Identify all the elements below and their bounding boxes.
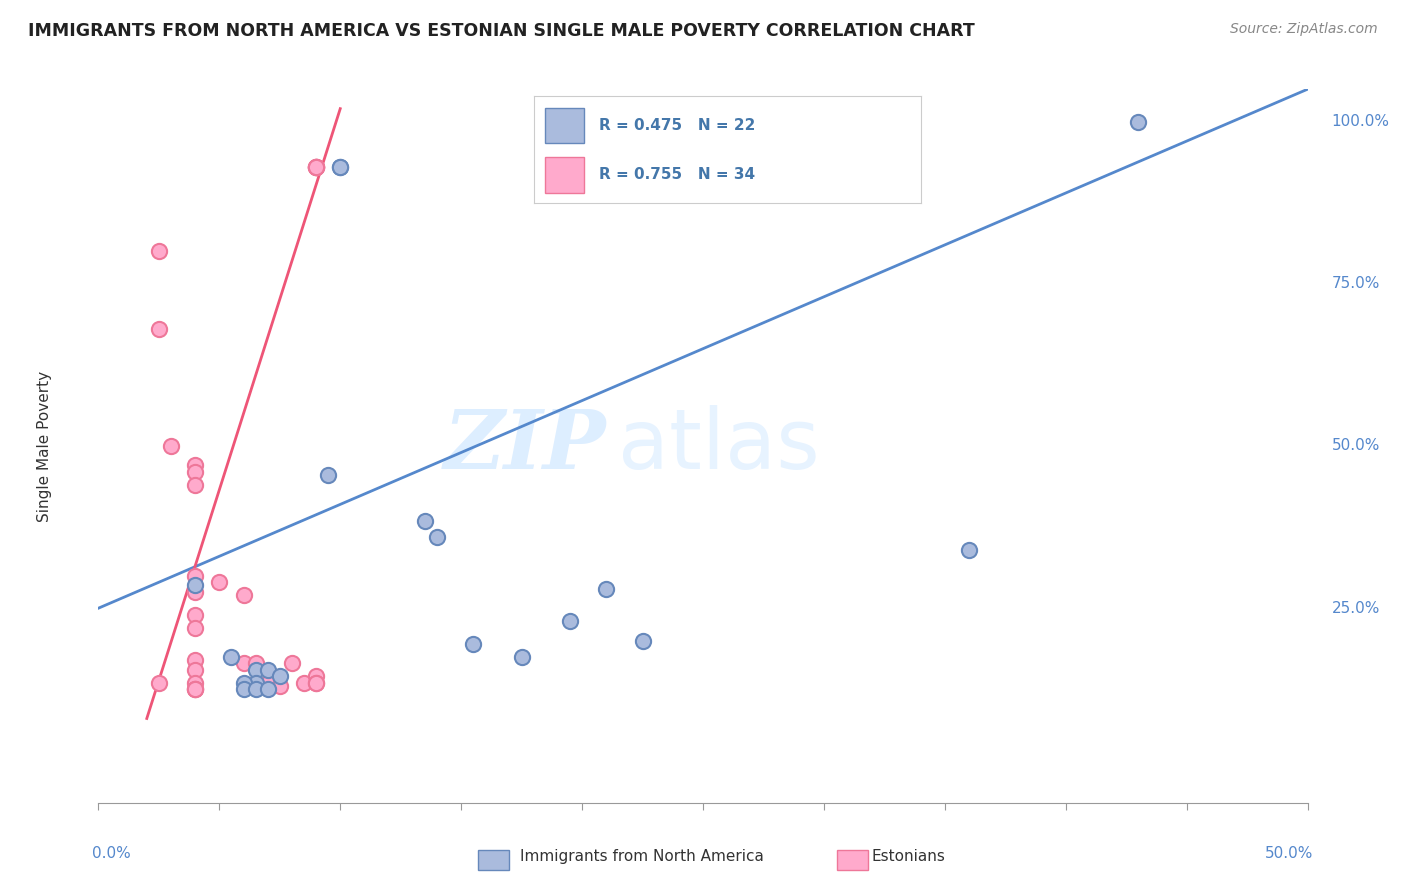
Point — [305, 160, 328, 174]
Point — [245, 682, 267, 697]
Point — [305, 669, 328, 683]
Text: Immigrants from North America: Immigrants from North America — [520, 849, 763, 863]
Point — [305, 675, 328, 690]
Point — [184, 663, 207, 677]
Text: 100.0%: 100.0% — [1331, 114, 1389, 129]
Text: IMMIGRANTS FROM NORTH AMERICA VS ESTONIAN SINGLE MALE POVERTY CORRELATION CHART: IMMIGRANTS FROM NORTH AMERICA VS ESTONIA… — [28, 22, 974, 40]
Text: ZIP: ZIP — [444, 406, 606, 486]
Point — [256, 682, 278, 697]
Point — [184, 607, 207, 622]
Point — [957, 542, 980, 557]
Point — [184, 653, 207, 667]
Point — [245, 675, 267, 690]
Point — [1128, 114, 1150, 128]
Point — [305, 675, 328, 690]
Point — [184, 458, 207, 473]
Point — [413, 514, 436, 528]
Point — [184, 621, 207, 635]
Point — [184, 465, 207, 479]
Point — [184, 682, 207, 697]
Point — [256, 675, 278, 690]
Point — [208, 575, 231, 590]
Point — [510, 649, 533, 664]
Point — [184, 568, 207, 582]
Point — [316, 468, 339, 483]
Point — [269, 669, 291, 683]
Point — [221, 649, 243, 664]
Point — [232, 675, 254, 690]
Point — [148, 322, 170, 336]
Point — [184, 675, 207, 690]
Text: 0.0%: 0.0% — [93, 846, 131, 861]
Point — [232, 657, 254, 671]
Point — [281, 657, 304, 671]
Point — [305, 160, 328, 174]
Point — [232, 682, 254, 697]
Point — [245, 663, 267, 677]
Point — [184, 585, 207, 599]
Text: Source: ZipAtlas.com: Source: ZipAtlas.com — [1230, 22, 1378, 37]
Text: 25.0%: 25.0% — [1331, 600, 1381, 615]
Point — [595, 582, 617, 596]
Point — [426, 530, 449, 544]
Text: 75.0%: 75.0% — [1331, 277, 1381, 292]
Point — [256, 663, 278, 677]
Text: 50.0%: 50.0% — [1265, 846, 1313, 861]
Point — [269, 679, 291, 693]
Point — [245, 657, 267, 671]
Point — [148, 675, 170, 690]
Point — [160, 439, 183, 453]
Point — [305, 160, 328, 174]
Point — [184, 682, 207, 697]
Point — [184, 578, 207, 592]
Text: atlas: atlas — [619, 406, 820, 486]
Point — [184, 682, 207, 697]
Point — [329, 160, 352, 174]
Text: Estonians: Estonians — [872, 849, 946, 863]
Point — [148, 244, 170, 259]
Point — [305, 160, 328, 174]
Text: Single Male Poverty: Single Male Poverty — [37, 370, 52, 522]
Point — [631, 633, 654, 648]
Text: 50.0%: 50.0% — [1331, 439, 1381, 453]
Point — [463, 637, 485, 651]
Point — [232, 588, 254, 602]
Point — [245, 675, 267, 690]
Point — [329, 160, 352, 174]
Point — [558, 614, 581, 628]
Point — [184, 478, 207, 492]
Point — [292, 675, 315, 690]
Point — [305, 160, 328, 174]
